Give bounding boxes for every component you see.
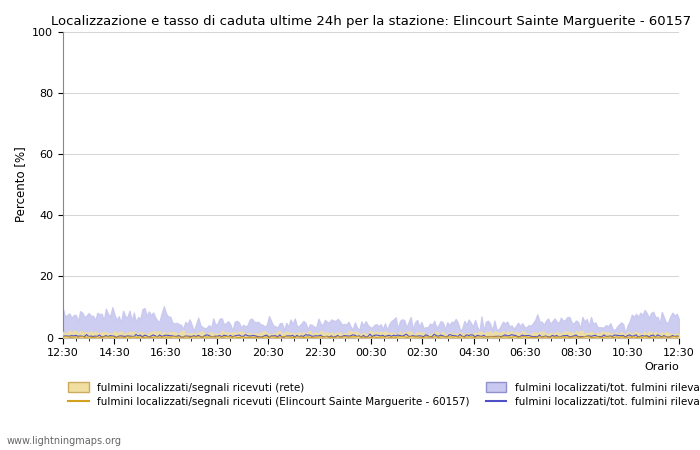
Text: Orario: Orario [644, 362, 679, 372]
Title: Localizzazione e tasso di caduta ultime 24h per la stazione: Elincourt Sainte Ma: Localizzazione e tasso di caduta ultime … [51, 14, 691, 27]
Y-axis label: Percento [%]: Percento [%] [14, 147, 27, 222]
Legend: fulmini localizzati/segnali ricevuti (rete), fulmini localizzati/segnali ricevut: fulmini localizzati/segnali ricevuti (re… [68, 382, 700, 407]
Text: www.lightningmaps.org: www.lightningmaps.org [7, 436, 122, 446]
